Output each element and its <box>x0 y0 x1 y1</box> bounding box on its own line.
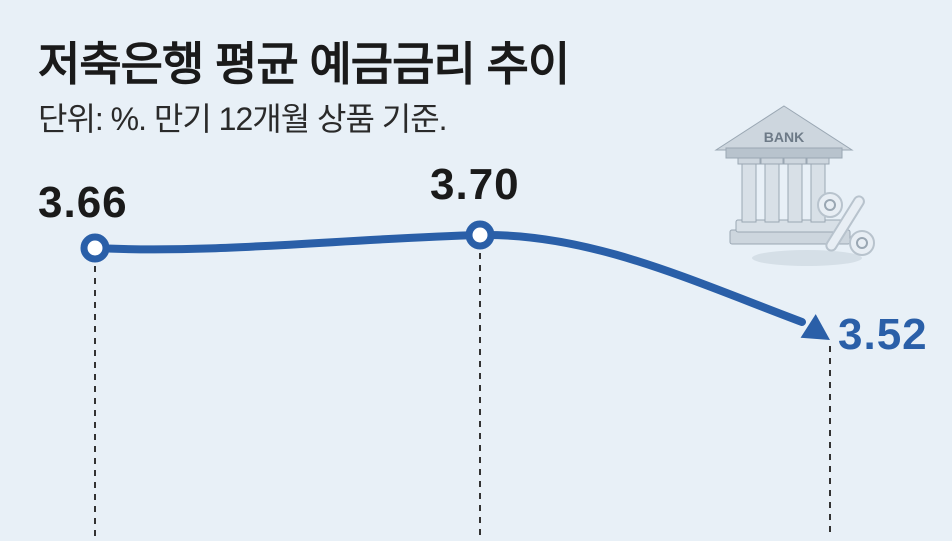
line-chart: 3.66 3.70 3.52 <box>0 160 952 536</box>
bank-label: BANK <box>764 129 804 145</box>
data-point-label: 3.70 <box>430 160 520 210</box>
data-point-label: 3.66 <box>38 178 128 228</box>
data-point-label: 3.52 <box>838 310 928 360</box>
chart-title: 저축은행 평균 예금금리 추이 <box>38 28 569 94</box>
chart-subtitle: 단위: %. 만기 12개월 상품 기준. <box>38 94 447 140</box>
